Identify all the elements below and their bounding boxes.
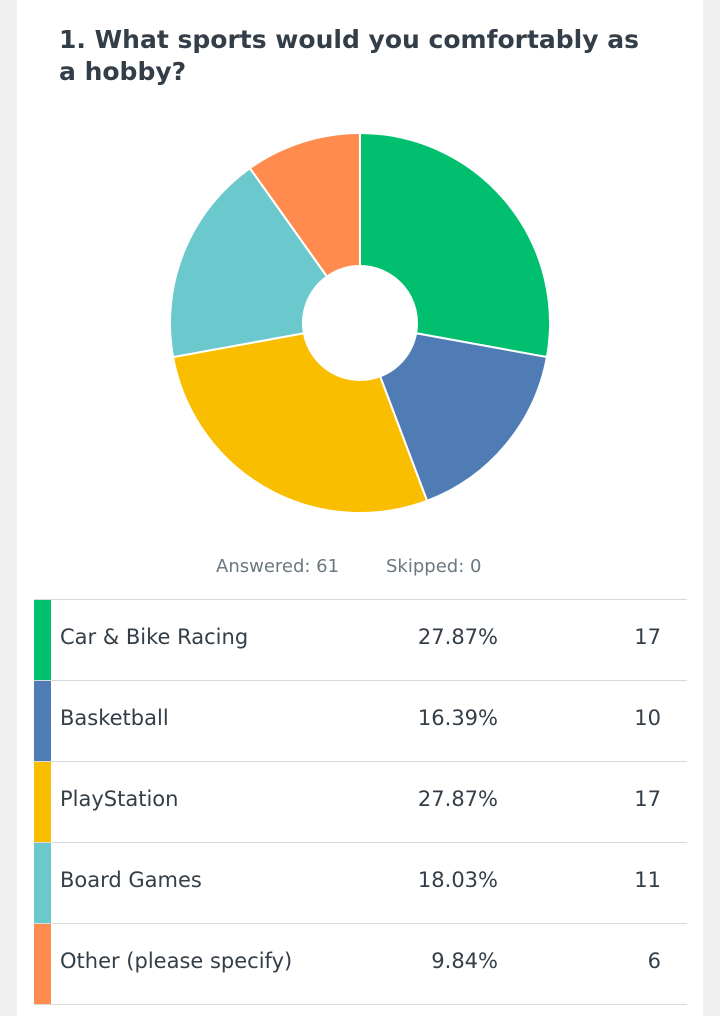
table-row: Basketball 16.39% 10 bbox=[34, 681, 687, 762]
skipped-count: Skipped: 0 bbox=[386, 556, 482, 577]
answered-count: Answered: 61 bbox=[216, 556, 340, 577]
answer-count: 17 bbox=[634, 787, 661, 811]
answer-count: 17 bbox=[634, 625, 661, 649]
answer-count: 11 bbox=[634, 868, 661, 892]
table-row: Other (please specify) 9.84% 6 bbox=[34, 924, 687, 1005]
question-card: 1. What sports would you comfortably as … bbox=[17, 0, 703, 1016]
answer-count: 10 bbox=[634, 706, 661, 730]
answer-percentage: 18.03% bbox=[417, 868, 498, 892]
question-title: 1. What sports would you comfortably as … bbox=[59, 25, 639, 86]
slice-playstation bbox=[171, 332, 429, 514]
answer-count: 6 bbox=[647, 949, 661, 973]
legend-swatch bbox=[34, 843, 51, 923]
results-table: Car & Bike Racing 27.87% 17 Basketball 1… bbox=[34, 599, 687, 1005]
legend-swatch bbox=[34, 600, 51, 680]
slice-board-games bbox=[169, 166, 329, 359]
slice-basketball bbox=[378, 332, 549, 503]
table-row: Car & Bike Racing 27.87% 17 bbox=[34, 600, 687, 681]
answer-label: Board Games bbox=[60, 868, 202, 892]
answer-percentage: 27.87% bbox=[417, 625, 498, 649]
answer-percentage: 9.84% bbox=[431, 949, 498, 973]
slice-other-please-specify bbox=[248, 131, 361, 278]
answer-percentage: 27.87% bbox=[417, 787, 498, 811]
table-row: PlayStation 27.87% 17 bbox=[34, 762, 687, 843]
answer-label: PlayStation bbox=[60, 787, 179, 811]
answer-label: Car & Bike Racing bbox=[60, 625, 249, 649]
answer-label: Other (please specify) bbox=[60, 949, 293, 973]
legend-swatch bbox=[34, 762, 51, 842]
legend-swatch bbox=[34, 924, 51, 1004]
donut-chart bbox=[169, 131, 551, 514]
legend-swatch bbox=[34, 681, 51, 761]
slice-car-bike-racing bbox=[359, 131, 551, 359]
table-row: Board Games 18.03% 11 bbox=[34, 843, 687, 924]
answer-label: Basketball bbox=[60, 706, 169, 730]
answer-percentage: 16.39% bbox=[417, 706, 498, 730]
